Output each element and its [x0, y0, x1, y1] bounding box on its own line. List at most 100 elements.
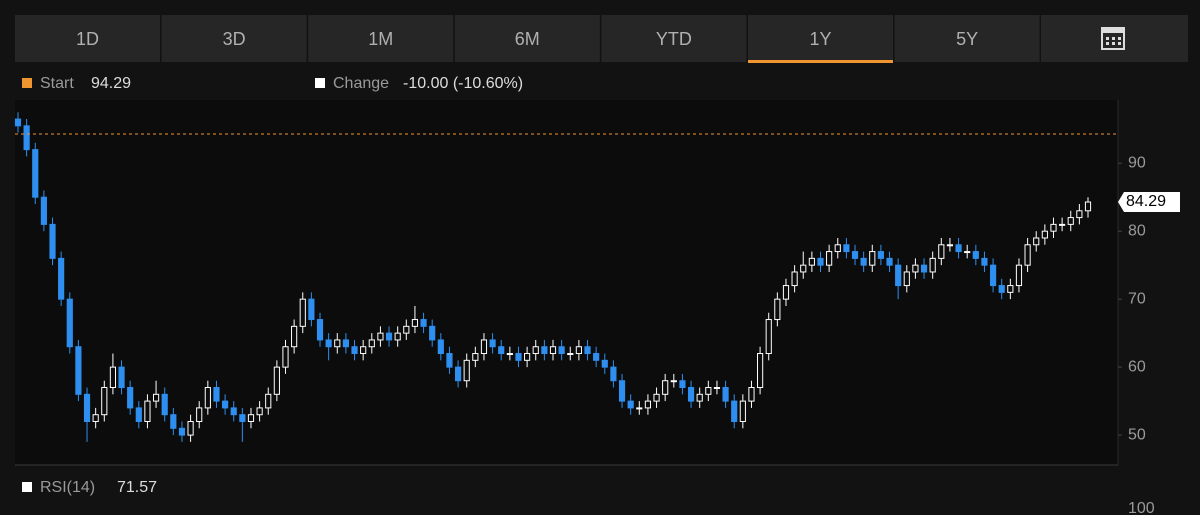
tab-label[interactable]: 1D [76, 29, 99, 49]
candle-body [256, 407, 263, 416]
candle-body [489, 339, 496, 348]
candle-body [1024, 244, 1031, 266]
candle-body [765, 319, 772, 355]
rsi-tick-label: 100 [1128, 500, 1155, 515]
candle-body [213, 387, 220, 402]
candle-body [92, 414, 99, 422]
candle-body [334, 339, 341, 348]
candle-body [541, 346, 548, 355]
candle-body [299, 298, 306, 327]
candle-body [325, 339, 332, 348]
candle-body [817, 257, 824, 266]
candle-body [757, 353, 764, 389]
candle-body [472, 353, 479, 361]
candle-body [429, 325, 436, 341]
candle-body [601, 359, 608, 368]
candle-body [152, 393, 160, 402]
candle-body [437, 339, 444, 355]
candle-body [920, 264, 928, 273]
candle-body [826, 251, 833, 266]
candle-body [636, 407, 643, 410]
tab-background[interactable] [308, 15, 454, 62]
candle-body [705, 387, 712, 395]
candle-body [308, 298, 315, 321]
tab-label[interactable]: 1M [368, 29, 393, 49]
candle-body [679, 380, 686, 389]
candle-body [584, 346, 591, 355]
tab-background[interactable] [15, 15, 160, 62]
candle-body [291, 325, 298, 348]
candle-body [1033, 237, 1040, 246]
candle-body [411, 319, 419, 327]
plot-area [15, 100, 1118, 465]
candle-body [239, 414, 246, 422]
candle-body [385, 332, 393, 341]
candle-body [895, 264, 902, 287]
tab-label[interactable]: 3D [223, 29, 246, 49]
tab-background[interactable] [161, 15, 307, 62]
candle-body [912, 264, 919, 273]
tab-label[interactable]: 6M [515, 29, 540, 49]
candle-body [981, 257, 988, 266]
candle-body [204, 387, 211, 409]
tab-label[interactable]: 1Y [809, 29, 831, 49]
tab[interactable]: 1M [308, 15, 454, 62]
candle-body [860, 257, 867, 266]
calendar-tab[interactable] [1041, 15, 1188, 62]
candle-body [1059, 223, 1066, 226]
rsi-label: RSI(14) [40, 479, 95, 496]
candle-body [955, 244, 962, 253]
candle-body [1050, 223, 1057, 232]
candle-body [351, 346, 358, 355]
candle-body [869, 251, 876, 266]
candle-body [446, 353, 453, 368]
candle-body [989, 264, 997, 287]
candle-body [808, 257, 815, 266]
candle-body [774, 298, 781, 321]
tab[interactable]: YTD [601, 15, 747, 62]
tab-label[interactable]: YTD [656, 29, 692, 49]
candle-body [420, 319, 427, 327]
legend-value: -10.00 (-10.60%) [403, 75, 523, 92]
candle-body [653, 393, 660, 402]
candle-body [929, 257, 936, 273]
tab[interactable]: 6M [454, 15, 600, 62]
candle-body [610, 366, 617, 382]
tab-label[interactable]: 5Y [956, 29, 978, 49]
candle-body [196, 407, 203, 422]
tab[interactable]: 1Y [748, 15, 893, 63]
candle-body [851, 251, 859, 259]
candle-body [32, 149, 39, 198]
tab[interactable]: 5Y [894, 15, 1040, 62]
legend-label: Start [40, 75, 74, 92]
candle-body [903, 271, 910, 287]
candle-body [782, 285, 790, 300]
candle-body [316, 319, 324, 341]
candle-body [273, 366, 280, 395]
tab-background[interactable] [748, 15, 893, 62]
tab[interactable]: 1D [15, 15, 160, 62]
candle-body [618, 380, 626, 402]
candle-body [1015, 264, 1023, 287]
candle-body [515, 353, 522, 361]
candle-body [368, 339, 375, 348]
candle-body [394, 332, 401, 341]
candle-body [342, 339, 349, 348]
candle-body [222, 400, 229, 409]
tab[interactable]: 3D [161, 15, 307, 62]
tab-background[interactable] [601, 15, 747, 62]
candle-body [498, 346, 505, 355]
candle-body [524, 353, 531, 361]
candle-body [66, 298, 73, 348]
candle-body [575, 346, 582, 355]
candle-body [230, 407, 237, 416]
tab-background[interactable] [454, 15, 600, 62]
candle-body [135, 407, 142, 422]
candle-body [800, 264, 807, 273]
candle-body [713, 387, 721, 390]
tab-background[interactable] [894, 15, 1040, 62]
candle-body [722, 387, 729, 402]
candle-body [1084, 201, 1092, 212]
candle-body [964, 251, 971, 254]
legend-swatch [22, 482, 32, 492]
